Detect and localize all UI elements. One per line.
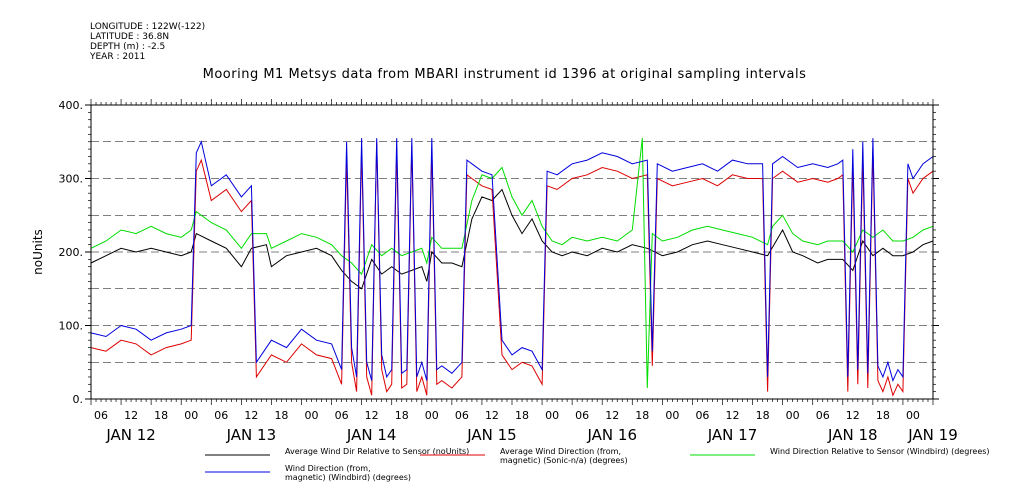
x-hour-label: 18 <box>635 409 649 422</box>
legend-label: Average Wind Dir Relative to Sensor (noU… <box>285 447 469 456</box>
x-hour-label: 06 <box>455 409 469 422</box>
x-hour-label: 18 <box>756 409 770 422</box>
y-tick-label: 300. <box>59 173 84 186</box>
x-day-label: JAN 19 <box>907 426 958 444</box>
x-day-label: JAN 14 <box>346 426 397 444</box>
x-hour-label: 00 <box>906 409 920 422</box>
series-lines <box>90 138 934 397</box>
metadata-block: LONGITUDE : 122W(-122) LATITUDE : 36.8N … <box>90 22 205 62</box>
grid-lines <box>91 141 933 363</box>
x-hour-label: 00 <box>545 409 559 422</box>
legend-label: magnetic) (Sonic-n/a) (degrees) <box>500 456 628 465</box>
y-axis-label: noUnits <box>31 229 45 275</box>
legend-label: Average Wind Direction (from, <box>500 447 621 456</box>
x-hour-label: 06 <box>695 409 709 422</box>
series-line-2 <box>90 141 934 397</box>
x-hour-label: 00 <box>305 409 319 422</box>
x-hour-label: 12 <box>605 409 619 422</box>
x-day-label: JAN 15 <box>466 426 517 444</box>
x-day-label: JAN 18 <box>827 426 878 444</box>
x-hour-label: 18 <box>274 409 288 422</box>
y-tick-label: 100. <box>59 320 84 333</box>
x-day-label: JAN 17 <box>707 426 758 444</box>
y-tick-label: 0. <box>73 393 84 406</box>
chart-title: Mooring M1 Metsys data from MBARI instru… <box>202 67 807 82</box>
x-hour-label: 06 <box>816 409 830 422</box>
y-tick-label: 200. <box>59 246 84 259</box>
x-hour-label: 06 <box>335 409 349 422</box>
x-hour-label: 00 <box>786 409 800 422</box>
x-hour-label: 18 <box>154 409 168 422</box>
x-hour-label: 18 <box>876 409 890 422</box>
x-hour-label: 06 <box>575 409 589 422</box>
legend: Average Wind Dir Relative to Sensor (noU… <box>205 447 990 482</box>
x-hour-label: 12 <box>244 409 258 422</box>
meta-latitude: LATITUDE : 36.8N <box>90 32 170 42</box>
x-hour-label: 12 <box>846 409 860 422</box>
legend-label: Wind Direction Relative to Sensor (Windb… <box>770 447 990 456</box>
y-tick-label: 400. <box>59 99 84 112</box>
meta-year: YEAR : 2011 <box>90 52 146 62</box>
x-hour-label: 12 <box>485 409 499 422</box>
meta-longitude: LONGITUDE : 122W(-122) <box>90 22 206 32</box>
x-hour-label: 12 <box>726 409 740 422</box>
legend-label: Wind Direction (from, <box>285 464 371 473</box>
x-hour-label: 00 <box>184 409 198 422</box>
x-day-label: JAN 12 <box>105 426 156 444</box>
x-hour-label: 00 <box>665 409 679 422</box>
series-line-3 <box>90 138 934 389</box>
x-day-label: JAN 13 <box>226 426 277 444</box>
series-line-4 <box>90 138 934 383</box>
x-hour-label: 18 <box>395 409 409 422</box>
legend-label: magnetic) (Windbird) (degrees) <box>285 473 411 482</box>
axis-labels: 0. 100. 200. 300. 400. 06 12 18 00 06 12 18 00 06 12 18… <box>59 99 958 444</box>
x-hour-label: 18 <box>515 409 529 422</box>
axis-ticks <box>85 99 939 405</box>
series-line-1 <box>90 188 934 290</box>
x-hour-label: 00 <box>425 409 439 422</box>
meta-depth: DEPTH (m) : -2.5 <box>90 42 166 52</box>
x-hour-label: 06 <box>94 409 108 422</box>
x-hour-label: 06 <box>214 409 228 422</box>
x-day-label: JAN 16 <box>586 426 637 444</box>
x-hour-label: 12 <box>365 409 379 422</box>
x-hour-label: 12 <box>124 409 138 422</box>
